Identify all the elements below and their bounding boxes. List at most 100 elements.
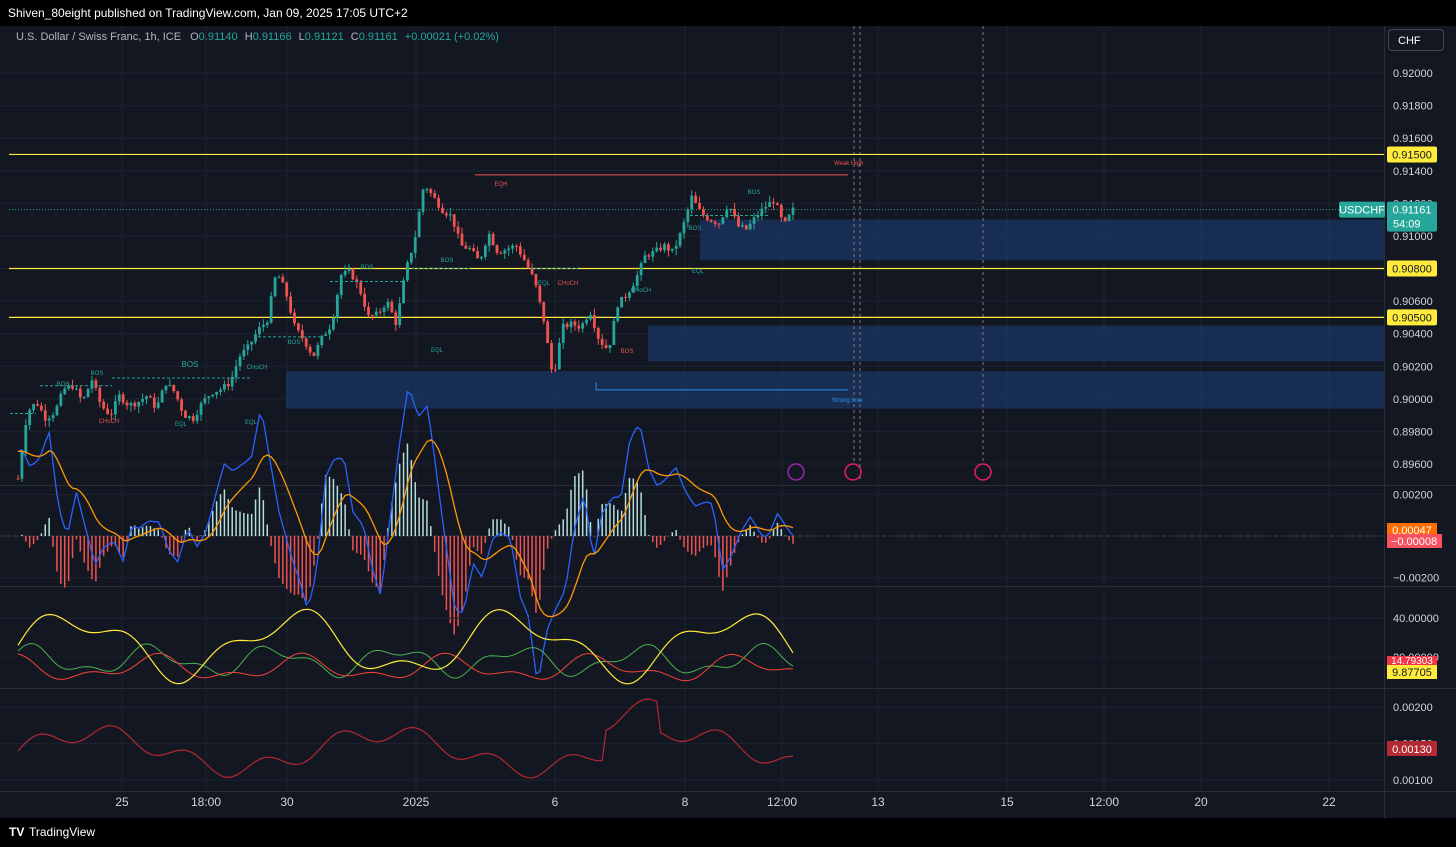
candle-body xyxy=(351,269,355,280)
candle-body xyxy=(191,416,195,421)
price-level-badge xyxy=(1387,260,1437,277)
x-tick-label: 30 xyxy=(280,795,294,809)
candle-body xyxy=(686,209,690,223)
candle-body xyxy=(265,322,269,325)
candle-body xyxy=(670,248,674,251)
price-tick-label: 0.92000 xyxy=(1393,68,1433,80)
atr-tick-label: 0.00100 xyxy=(1393,775,1433,787)
dmi-value-badge xyxy=(1387,656,1437,666)
current-price-label: 0.91161 xyxy=(1393,205,1432,217)
structure-label: BOS xyxy=(361,265,374,271)
atr-tick-label: 0.00200 xyxy=(1393,702,1433,714)
strong-low-label: Strong Low xyxy=(832,398,863,404)
x-tick-label: 6 xyxy=(552,795,559,809)
candle-body xyxy=(639,263,643,276)
candle-body xyxy=(176,391,180,400)
candle-body xyxy=(772,202,775,204)
candle-body xyxy=(456,226,460,234)
candle-body xyxy=(211,394,215,397)
candle-body xyxy=(55,405,59,416)
candle-body xyxy=(472,247,476,252)
macd-hist-label: −0.00008 xyxy=(1391,536,1437,548)
candle-body xyxy=(515,245,518,247)
x-tick-label: 25 xyxy=(115,795,129,809)
price-tick-label: 0.91000 xyxy=(1393,231,1433,243)
candle-body xyxy=(219,389,222,392)
candle-body xyxy=(698,202,701,210)
candle-body xyxy=(281,277,285,283)
candle-body xyxy=(787,214,791,221)
bar-countdown-label: 54:09 xyxy=(1393,219,1421,231)
candle-body xyxy=(417,211,421,238)
candle-body xyxy=(226,383,230,387)
candle-body xyxy=(133,403,137,407)
x-tick-label: 2025 xyxy=(403,795,430,809)
structure-label: EQH xyxy=(494,182,507,188)
candle-body xyxy=(752,217,756,224)
symbol-legend: U.S. Dollar / Swiss Franc, 1h, ICE O0.91… xyxy=(16,31,503,43)
candle-body xyxy=(152,397,156,408)
candle-body xyxy=(620,296,624,308)
candle-body xyxy=(110,413,113,415)
price-tick-label: 0.90000 xyxy=(1393,394,1433,406)
candle-body xyxy=(573,321,577,326)
candle-body xyxy=(452,214,456,227)
candle-body xyxy=(242,349,246,357)
x-tick-label: 12:00 xyxy=(1089,795,1119,809)
candle-body xyxy=(297,323,300,331)
x-tick-label: 13 xyxy=(871,795,885,809)
candle-body xyxy=(398,303,402,325)
candle-body xyxy=(382,307,386,312)
economic-event-icon xyxy=(844,463,862,481)
candle-body xyxy=(75,388,78,390)
candle-body xyxy=(207,396,211,399)
candle-body xyxy=(374,311,378,316)
x-tick-label: 20 xyxy=(1194,795,1208,809)
candle-body xyxy=(71,385,74,389)
x-tick-label: 8 xyxy=(682,795,689,809)
candle-body xyxy=(546,321,550,344)
structure-label: BOS xyxy=(91,371,104,377)
currency-button[interactable]: CHF xyxy=(1388,29,1444,51)
chart-area[interactable]: 25 18:00 30 2025 6 8 12:00 13 15 12:00 20 22 0.92000… xyxy=(0,26,1456,818)
candle-body xyxy=(530,267,534,275)
candle-body xyxy=(721,217,725,224)
low-label: L xyxy=(298,31,305,43)
atr-value-badge xyxy=(1387,741,1437,756)
price-tick-label: 0.89800 xyxy=(1393,426,1433,438)
candle-body xyxy=(332,317,335,330)
price-level-label: 0.90800 xyxy=(1392,264,1432,276)
candle-body xyxy=(487,233,491,246)
close-value: 0.91161 xyxy=(358,31,398,43)
candle-body xyxy=(596,327,600,339)
publish-info: Shiven_80eight published on TradingView.… xyxy=(8,6,408,20)
weak-high-label: Weak High xyxy=(834,161,863,167)
candle-body xyxy=(429,189,433,194)
symbol-badge-label: USDCHF xyxy=(1339,205,1385,217)
candle-body xyxy=(113,401,117,415)
candle-body xyxy=(737,216,740,227)
structure-label: EQL xyxy=(175,422,188,428)
candle-body xyxy=(394,312,398,325)
candle-body xyxy=(230,376,234,387)
high-value: 0.91166 xyxy=(252,31,292,43)
open-value: 0.91140 xyxy=(198,31,238,43)
candle-body xyxy=(682,222,686,234)
candle-body xyxy=(386,301,390,308)
adx-value-badge xyxy=(1387,665,1437,679)
macd-tick-label: −0.00200 xyxy=(1393,573,1439,585)
publish-bar: Shiven_80eight published on TradingView.… xyxy=(0,0,1456,26)
structure-label: BOS xyxy=(748,190,761,196)
candle-body xyxy=(448,214,452,216)
candle-body xyxy=(300,330,304,339)
candle-body xyxy=(277,277,281,279)
candle-body xyxy=(483,245,487,257)
candle-body xyxy=(355,279,359,283)
candle-body xyxy=(335,294,339,318)
structure-label: BOS xyxy=(182,360,199,369)
candle-body xyxy=(678,233,682,246)
dmi-tick-label: 40.00000 xyxy=(1393,613,1439,625)
x-tick-label: 22 xyxy=(1322,795,1336,809)
candle-body xyxy=(779,205,783,218)
candle-body xyxy=(98,387,102,402)
